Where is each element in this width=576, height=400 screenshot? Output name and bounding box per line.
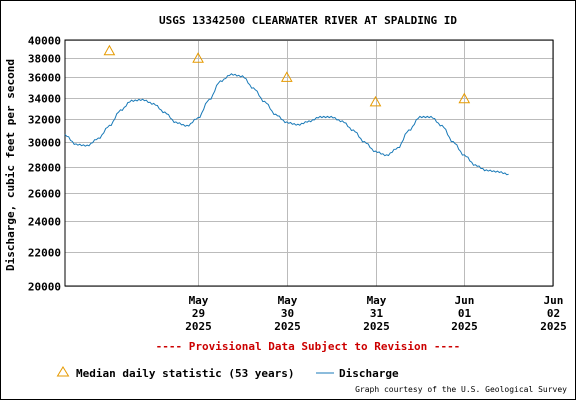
x-tick-label: May: [278, 294, 298, 307]
y-axis-ticks: 20000 22000 24000 26000 28000 30000 32000 34000…: [28, 35, 61, 294]
y-tick-label: 30000: [28, 137, 61, 150]
median-marker: [103, 44, 116, 56]
y-tick-label: 34000: [28, 93, 61, 106]
median-marker: [280, 71, 293, 82]
legend-median-marker: [56, 366, 70, 377]
median-marker: [369, 95, 382, 107]
y-axis-label: Discharge, cubic feet per second: [4, 59, 17, 271]
plot-area: [64, 39, 554, 287]
x-tick-label: 2025: [451, 320, 478, 333]
median-marker: [192, 52, 204, 63]
x-tick-label: 2025: [274, 320, 301, 333]
legend-discharge-label: Discharge: [339, 367, 399, 380]
credit-text: Graph courtesy of the U.S. Geological Su…: [355, 385, 567, 394]
x-tick-label: 2025: [540, 320, 567, 333]
legend: Median daily statistic (53 years) Discha…: [56, 366, 399, 380]
x-tick-label: Jun: [455, 294, 475, 307]
y-tick-label: 22000: [28, 247, 61, 260]
x-tick-label: 2025: [363, 320, 390, 333]
provisional-note: ---- Provisional Data Subject to Revisio…: [156, 340, 461, 353]
y-tick-label: 28000: [28, 162, 61, 175]
data-series: [64, 44, 509, 176]
x-tick-label: Jun: [544, 294, 564, 307]
x-tick-label: 30: [281, 307, 294, 320]
y-tick-label: 24000: [28, 216, 61, 229]
legend-median-label: Median daily statistic (53 years): [76, 367, 295, 380]
x-tick-label: 29: [192, 307, 205, 320]
x-tick-label: 02: [547, 307, 560, 320]
median-marker: [458, 92, 471, 104]
y-tick-label: 20000: [28, 281, 61, 294]
x-tick-label: 01: [458, 307, 472, 320]
y-tick-label: 36000: [28, 72, 61, 85]
chart-title: USGS 13342500 CLEARWATER RIVER AT SPALDI…: [159, 14, 457, 27]
x-tick-label: 31: [370, 307, 384, 320]
grid-lines: [65, 40, 554, 287]
y-tick-label: 40000: [28, 35, 61, 48]
x-tick-label: May: [189, 294, 209, 307]
y-tick-label: 32000: [28, 114, 61, 127]
x-axis-ticks: May292025May302025May312025Jun012025Jun0…: [185, 294, 567, 333]
x-tick-label: 2025: [185, 320, 212, 333]
x-tick-label: May: [367, 294, 387, 307]
y-tick-label: 38000: [28, 53, 61, 66]
y-tick-label: 26000: [28, 188, 61, 201]
discharge-line: [64, 73, 509, 176]
